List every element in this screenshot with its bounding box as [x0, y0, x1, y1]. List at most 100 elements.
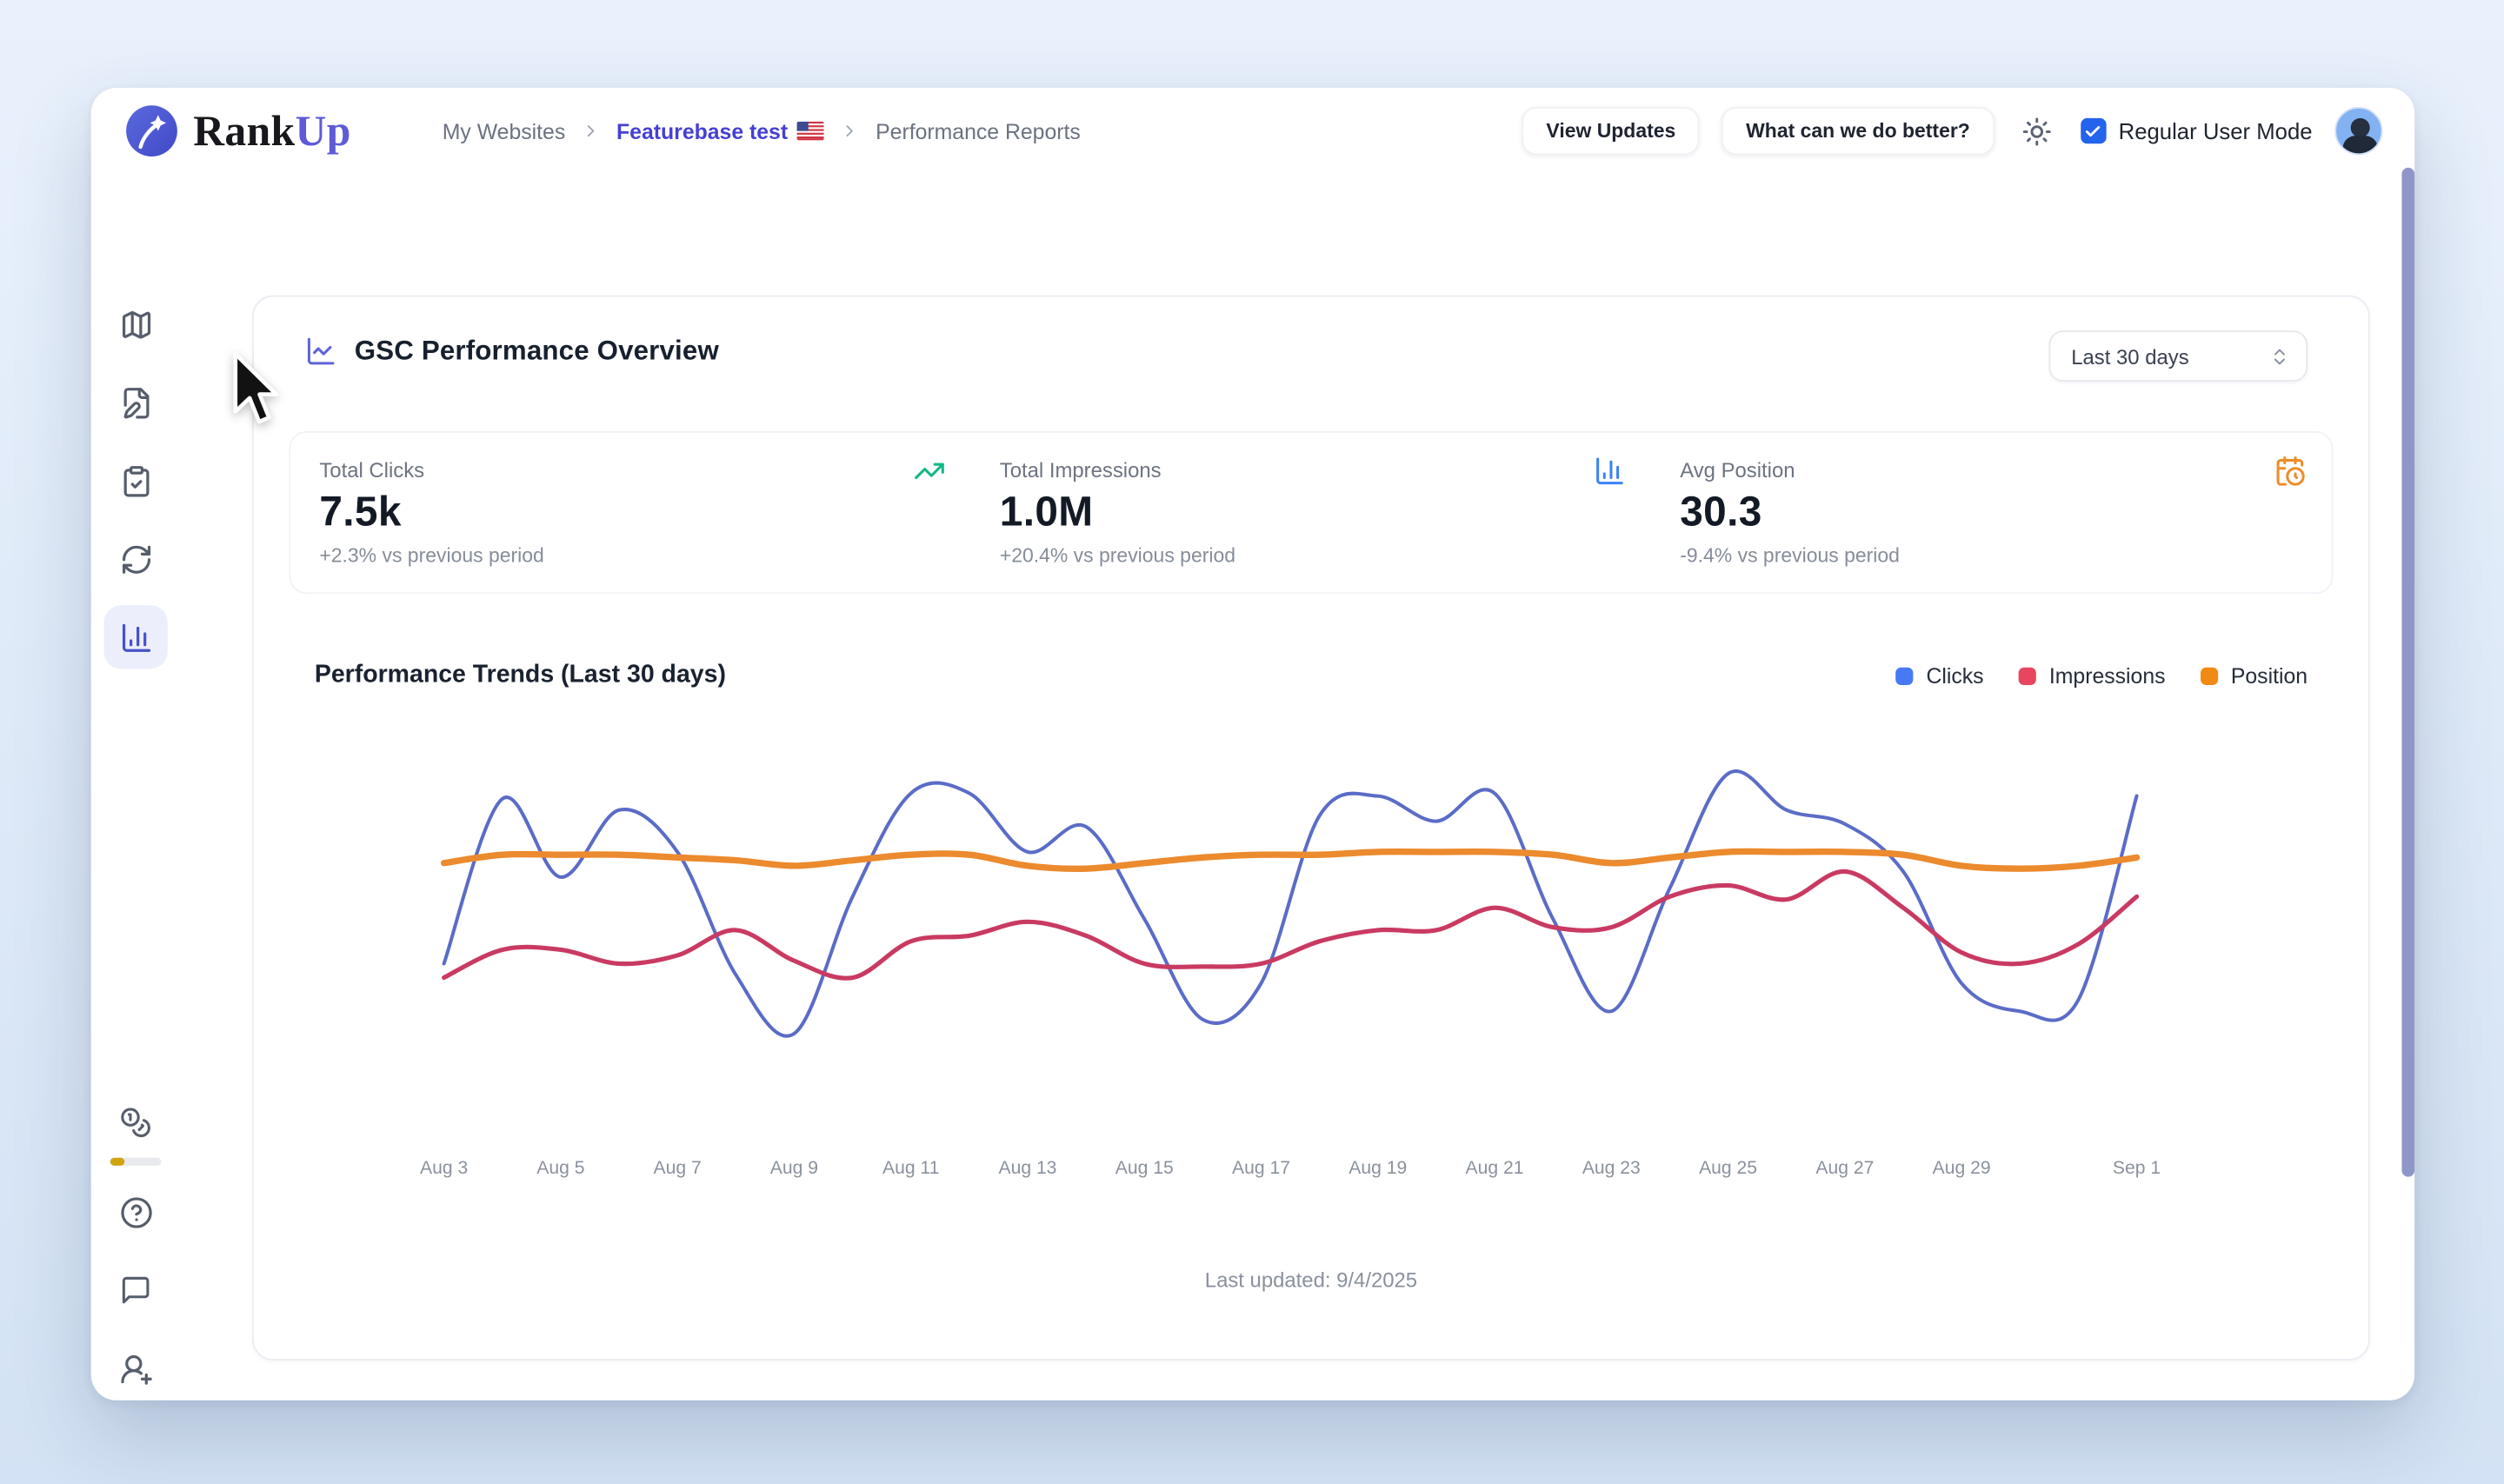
breadcrumb-current-site[interactable]: Featurebase test	[616, 119, 825, 143]
logo-wordmark: RankUp	[193, 106, 351, 155]
gsc-overview-card: GSC Performance Overview Last 30 days To…	[252, 295, 2370, 1361]
x-tick-label: Aug 27	[1815, 1159, 1875, 1179]
legend-item-impressions[interactable]: Impressions	[2018, 663, 2166, 688]
sidebar-item-sync[interactable]	[103, 527, 167, 590]
trending-up-icon	[915, 463, 944, 480]
clipboard-check-icon	[123, 465, 149, 496]
stat-label: Avg Position	[1680, 458, 1795, 482]
logo[interactable]: RankUp	[124, 103, 350, 157]
sidebar-top-group	[103, 278, 168, 684]
top-actions: View Updates What can we do better? Regu…	[1522, 88, 2383, 174]
legend-dot-clicks	[1895, 666, 1914, 685]
logo-icon	[126, 105, 177, 156]
stat-value: 1.0M	[999, 487, 1094, 536]
chart-legend: Clicks Impressions Position	[1895, 663, 2308, 688]
x-tick-label: Aug 23	[1582, 1159, 1641, 1179]
date-range-select[interactable]: Last 30 days	[2048, 330, 2308, 382]
sidebar-item-feedback[interactable]	[103, 1258, 167, 1321]
credits-progress-fill	[110, 1157, 125, 1166]
sidebar-item-invite[interactable]	[103, 1336, 167, 1400]
stat-delta: +2.3% vs previous period	[319, 544, 544, 568]
sidebar-item-tasks[interactable]	[103, 449, 167, 512]
theme-toggle-button[interactable]	[2016, 110, 2058, 152]
legend-dot-impressions	[2018, 666, 2037, 685]
chat-bubble-icon	[122, 1276, 150, 1304]
avatar[interactable]	[2334, 107, 2383, 156]
user-mode-label: Regular User Mode	[2118, 117, 2313, 144]
mouse-cursor	[233, 351, 279, 424]
stat-avg-position: Avg Position 30.3 -9.4% vs previous peri…	[1651, 433, 2331, 593]
overview-header: GSC Performance Overview	[305, 336, 719, 368]
stat-delta: +20.4% vs previous period	[999, 544, 1235, 568]
sidebar-item-credits[interactable]	[103, 1095, 167, 1149]
legend-dot-position	[2200, 666, 2219, 685]
sun-icon	[2022, 116, 2051, 145]
stat-delta: -9.4% vs previous period	[1680, 544, 1900, 568]
trends-header: Performance Trends (Last 30 days) Clicks…	[315, 661, 2308, 689]
sidebar-item-help[interactable]	[103, 1180, 167, 1243]
map-icon	[122, 310, 150, 338]
coins-icon	[121, 1108, 150, 1137]
x-tick-label: Aug 5	[536, 1159, 585, 1179]
scrollbar-thumb[interactable]	[2401, 167, 2415, 1177]
overview-title: GSC Performance Overview	[354, 335, 719, 366]
breadcrumb: My Websites Featurebase test	[443, 88, 1081, 174]
avatar-body	[2342, 136, 2378, 154]
x-tick-label: Aug 17	[1232, 1159, 1290, 1179]
us-flag-icon	[797, 121, 825, 141]
sidebar-bottom-group	[103, 1081, 167, 1400]
refresh-icon	[122, 544, 150, 573]
last-updated-label: Last updated: 9/4/2025	[1204, 1268, 1418, 1292]
sidebar-item-content-editor[interactable]	[103, 370, 167, 434]
x-tick-label: Aug 25	[1699, 1159, 1758, 1179]
stats-summary: Total Clicks 7.5k +2.3% vs previous peri…	[289, 430, 2334, 595]
date-range-value: Last 30 days	[2071, 343, 2189, 369]
trends-title: Performance Trends (Last 30 days)	[314, 661, 726, 689]
stat-label: Total Impressions	[999, 458, 1162, 482]
calendar-clock-icon	[2276, 456, 2305, 486]
x-tick-label: Aug 11	[882, 1159, 940, 1179]
chevron-right-icon	[841, 122, 860, 141]
app-window: RankUp My Websites Featurebase test	[90, 88, 2415, 1401]
x-tick-label: Aug 15	[1115, 1159, 1174, 1179]
legend-label: Clicks	[1926, 663, 1984, 688]
x-tick-label: Aug 29	[1932, 1159, 1991, 1179]
stat-total-impressions: Total Impressions 1.0M +20.4% vs previou…	[971, 433, 1651, 593]
view-updates-button[interactable]: View Updates	[1522, 107, 1700, 156]
sidebar-item-analytics[interactable]	[103, 605, 168, 669]
legend-item-clicks[interactable]: Clicks	[1895, 663, 1984, 688]
stat-value: 30.3	[1680, 487, 1762, 536]
main-content: GSC Performance Overview Last 30 days To…	[252, 174, 2414, 1401]
series-line-clicks	[442, 769, 2139, 1038]
breadcrumb-my-websites[interactable]: My Websites	[442, 118, 566, 143]
series-line-position	[440, 848, 2141, 872]
bar-chart-icon	[1596, 457, 1623, 485]
x-tick-label: Sep 1	[2112, 1159, 2161, 1179]
sidebar-item-map[interactable]	[103, 292, 167, 356]
chevron-right-icon	[582, 122, 601, 141]
legend-label: Position	[2230, 663, 2308, 688]
top-bar: RankUp My Websites Featurebase test	[91, 88, 2414, 174]
stat-label: Total Clicks	[319, 458, 425, 482]
legend-item-position[interactable]: Position	[2200, 663, 2308, 688]
legend-label: Impressions	[2048, 663, 2166, 688]
series-line-impressions	[442, 868, 2140, 981]
avatar-head	[2350, 117, 2370, 137]
x-tick-label: Aug 9	[769, 1159, 819, 1179]
chevrons-up-down-icon	[2274, 348, 2285, 364]
credits-progress-bar	[110, 1157, 162, 1166]
user-plus-icon	[120, 1354, 151, 1384]
x-tick-label: Aug 7	[653, 1159, 702, 1179]
feedback-button[interactable]: What can we do better?	[1722, 107, 1995, 156]
x-axis-ticks: Aug 3 Aug 5 Aug 7 Aug 9 Aug 11 Aug 13 Aug 15 Au…	[420, 1159, 2161, 1184]
trends-chart[interactable]	[440, 768, 2141, 1047]
help-circle-icon	[120, 1196, 151, 1228]
user-mode-checkbox[interactable]	[2080, 117, 2106, 144]
x-tick-label: Aug 3	[420, 1159, 469, 1179]
stat-total-clicks: Total Clicks 7.5k +2.3% vs previous peri…	[290, 433, 970, 593]
bar-chart-icon	[122, 622, 150, 651]
user-mode-toggle[interactable]: Regular User Mode	[2080, 117, 2313, 144]
sidebar	[91, 174, 181, 1401]
breadcrumb-performance-reports: Performance Reports	[876, 118, 1081, 143]
